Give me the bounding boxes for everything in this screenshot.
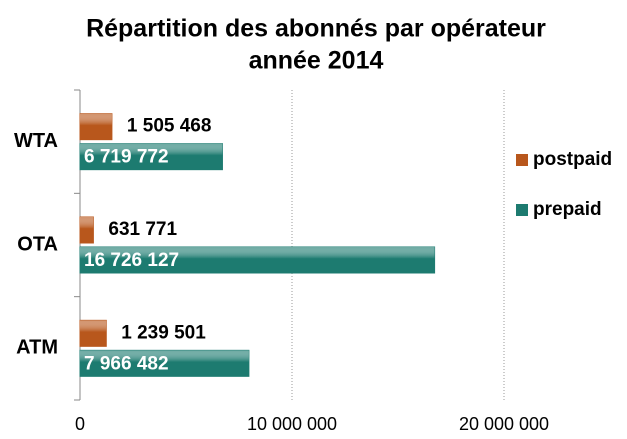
x-tick-label: 0 [75,414,85,434]
legend-swatch [516,154,528,166]
bar-shine [80,143,223,170]
value-label: 631 771 [108,219,177,240]
bar-shine [80,350,249,377]
bar-shine [80,217,94,243]
legend-label: postpaid [533,149,612,170]
bar-shine [80,113,112,140]
value-label: 1 239 501 [121,322,206,343]
legend-swatch [516,204,528,216]
chart-title: année 2014 [249,47,384,75]
bar-shine [80,247,435,273]
x-tick-label: 20 000 000 [459,414,549,434]
value-label: 16 726 127 [84,250,179,271]
y-tick-label: OTA [17,233,58,255]
y-tick-label: ATM [16,337,58,359]
value-label: 6 719 772 [84,147,169,168]
value-label: 1 505 468 [127,116,212,137]
legend-label: prepaid [533,199,602,220]
chart-title: Répartition des abonnés par opérateur [86,15,546,43]
bar-shine [80,320,107,347]
value-label: 7 966 482 [84,353,169,374]
y-tick-label: WTA [14,130,58,152]
x-tick-label: 10 000 000 [247,414,337,434]
